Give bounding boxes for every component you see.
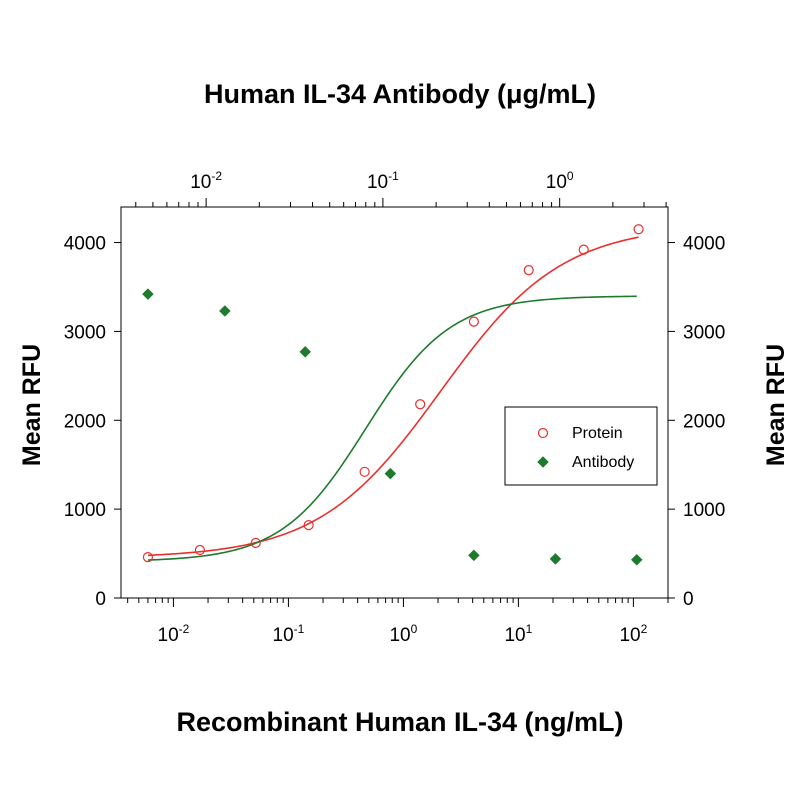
fit-curve-protein	[147, 236, 639, 557]
y-right-tick-label: 1000	[683, 500, 725, 521]
y-axis-title-right: Mean RFU	[762, 344, 790, 466]
legend-marker-protein	[537, 427, 549, 439]
data-point-protein	[142, 552, 154, 563]
x-top-tick-label: 100	[546, 169, 574, 193]
y-left-tick-label: 1000	[64, 500, 106, 521]
data-point-antibody	[142, 288, 154, 300]
x-bottom-tick-label: 100	[389, 622, 417, 646]
legend-label-antibody: Antibody	[572, 454, 634, 471]
legend-label-protein: Protein	[572, 425, 623, 442]
data-point-protein	[415, 399, 426, 410]
data-point-protein	[578, 244, 589, 255]
data-point-antibody	[468, 549, 480, 562]
x-top-tick-label: 10-2	[190, 169, 222, 193]
x-bottom-tick-label: 102	[619, 622, 647, 646]
x-bottom-tick-label: 10-2	[158, 622, 190, 646]
legend: Protein Antibody	[504, 406, 658, 486]
y-left-tick-label: 4000	[64, 234, 106, 255]
y-axis-title-left: Mean RFU	[18, 344, 46, 466]
plot-frame	[120, 206, 669, 599]
y-left-tick-label: 2000	[64, 411, 106, 432]
y-right-tick-label: 3000	[683, 322, 725, 343]
y-right-tick-label: 0	[683, 589, 694, 610]
data-point-protein	[359, 466, 370, 477]
x-top-tick-label: 10-1	[367, 169, 399, 193]
x-axis-title: Recombinant Human IL-34 (ng/mL)	[176, 707, 623, 737]
y-right-tick-label: 4000	[683, 234, 725, 255]
data-point-protein	[194, 544, 206, 556]
data-point-antibody	[384, 467, 397, 480]
data-point-antibody	[630, 553, 643, 566]
data-point-antibody	[218, 305, 231, 317]
data-point-protein	[250, 537, 261, 549]
legend-marker-antibody	[537, 456, 549, 468]
y-left-tick-label: 0	[95, 589, 106, 610]
data-point-protein	[303, 520, 314, 531]
top-axis-title: Human IL-34 Antibody (μg/mL)	[204, 79, 596, 109]
fit-curve-antibody	[147, 295, 637, 561]
legend-box	[504, 406, 658, 486]
data-point-antibody	[549, 553, 562, 565]
y-right-tick-label: 2000	[683, 411, 725, 432]
data-point-protein	[523, 264, 534, 276]
data-point-antibody	[299, 345, 312, 358]
data-point-protein	[468, 316, 479, 327]
y-left-tick-label: 3000	[64, 322, 106, 343]
data-point-protein	[633, 224, 644, 235]
x-bottom-tick-label: 101	[504, 622, 532, 646]
x-bottom-tick-label: 10-1	[273, 622, 305, 646]
